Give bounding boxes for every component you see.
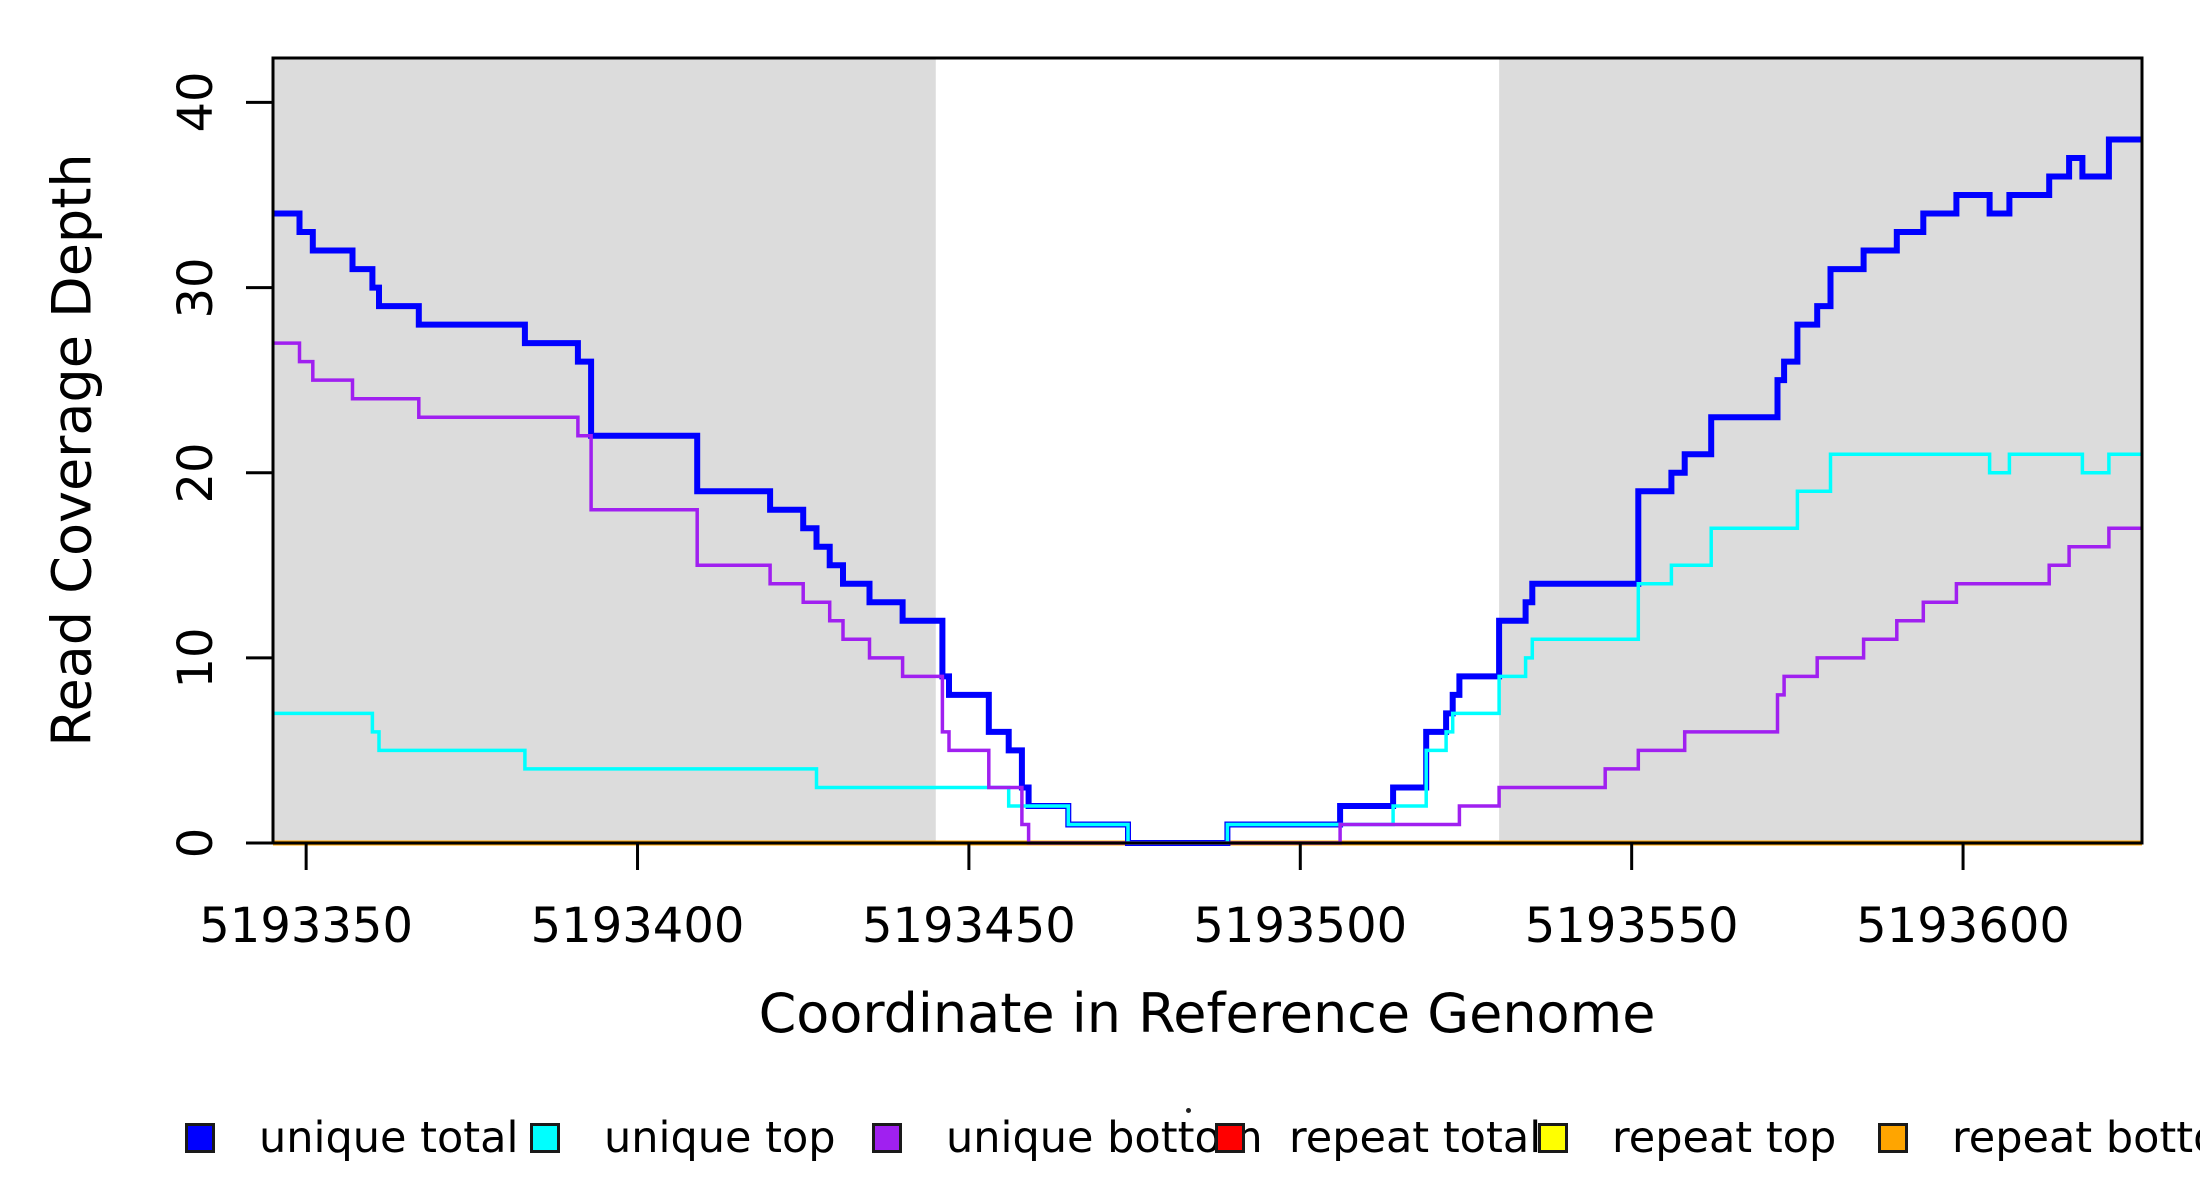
x-axis-title: Coordinate in Reference Genome [758, 982, 1656, 1045]
legend-label: unique total [259, 1113, 519, 1163]
x-tick-label-5: 5193600 [1856, 898, 2070, 954]
legend-label: unique bottom [946, 1113, 1263, 1163]
y-tick-label-0: 0 [168, 827, 224, 859]
legend-artifact-dot [1186, 1108, 1191, 1113]
y-tick-label-2: 20 [168, 442, 224, 504]
y-axis-title: Read Coverage Depth [40, 153, 104, 747]
legend-label: repeat top [1612, 1113, 1837, 1163]
legend-item-repeat-bottom: repeat bottom [1878, 1113, 2200, 1163]
y-tick-label-3: 30 [168, 257, 224, 319]
unique-top-swatch-icon [530, 1123, 560, 1153]
legend-label: repeat bottom [1952, 1113, 2200, 1163]
plot-border [271, 56, 2144, 845]
y-tick-label-4: 40 [168, 71, 224, 133]
x-tick-label-2: 5193450 [862, 898, 1076, 954]
shaded-region [273, 58, 936, 843]
legend-item-unique-top: unique top [530, 1113, 836, 1163]
x-tick-label-3: 5193500 [1193, 898, 1408, 954]
legend-item-repeat-total: repeat total [1215, 1113, 1541, 1163]
series-unique-total [273, 136, 2142, 846]
repeat-bottom-swatch-icon [1878, 1123, 1908, 1153]
repeat-top-swatch-icon [1538, 1123, 1568, 1153]
series-unique-top [273, 452, 2142, 845]
y-tick-label-1: 10 [168, 627, 224, 689]
x-tick-label-4: 5193550 [1524, 898, 1739, 954]
legend-label: repeat total [1289, 1113, 1542, 1163]
legend-item-unique-total: unique total [185, 1113, 518, 1163]
repeat-total-swatch-icon [1215, 1123, 1245, 1153]
series-unique-bottom [273, 341, 2142, 845]
x-tick-label-0: 5193350 [199, 898, 414, 954]
unique-bottom-swatch-icon [872, 1123, 902, 1153]
legend-item-unique-bottom: unique bottom [872, 1113, 1263, 1163]
unique-total-swatch-icon [185, 1123, 215, 1153]
x-tick-label-1: 5193400 [530, 898, 745, 954]
legend-label: unique top [604, 1113, 836, 1163]
legend-item-repeat-top: repeat top [1538, 1113, 1836, 1163]
shaded-region [1499, 58, 2142, 843]
